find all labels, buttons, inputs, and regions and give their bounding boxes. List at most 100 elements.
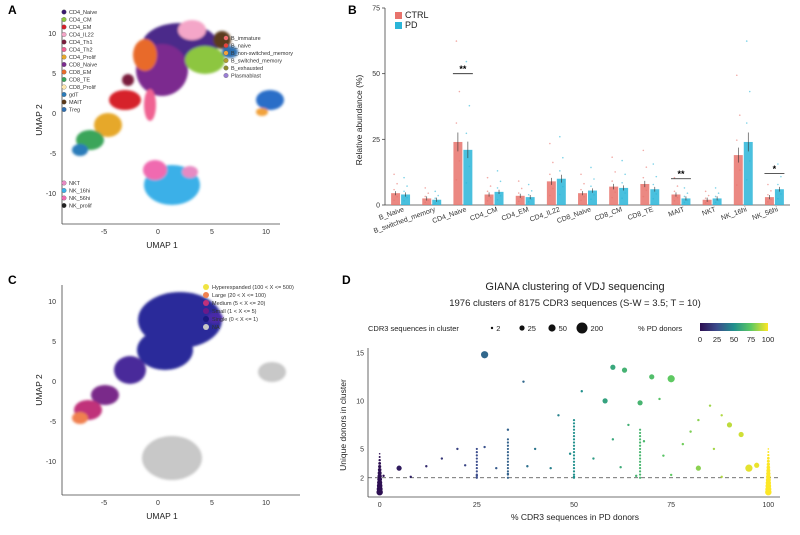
legend-a-t-label: CD4_IL22 xyxy=(69,33,94,39)
panel-b-bar-pd xyxy=(619,187,629,205)
panel-d-y-title: Unique donors in cluster xyxy=(338,379,348,471)
panel-b-sample-dot xyxy=(735,74,738,77)
panel-d-cluster-point xyxy=(463,464,467,467)
panel-b-category-label: CD4_EM xyxy=(501,206,530,222)
panel-d-column-point xyxy=(572,457,576,460)
panel-b-sample-dot xyxy=(652,197,655,200)
panel-b-bar-ctrl xyxy=(578,193,587,205)
panel-b-sample-dot xyxy=(704,202,707,204)
panel-d-size-legend-title: CDR3 sequences in cluster xyxy=(368,324,459,333)
panel-b-sample-dot xyxy=(686,199,689,202)
panel-b-sample-dot xyxy=(562,156,564,159)
panel-d-column-point xyxy=(475,451,478,454)
panel-b-sample-dot xyxy=(527,183,530,186)
panel-d-cluster-point xyxy=(619,466,622,469)
panel-d-cluster-point xyxy=(745,464,753,472)
panel-b-sample-dot xyxy=(427,192,430,194)
panel-b-sample-dot xyxy=(676,185,679,187)
legend-a-t-item: CD4_IL22 xyxy=(61,32,94,39)
panel-c-legend-item: Small (1 < X <= 5) xyxy=(203,308,257,315)
panel-b-sample-dot xyxy=(704,197,707,199)
panel-d-column-point xyxy=(378,458,381,462)
panel-d-column-point xyxy=(572,425,576,428)
panel-d-column-point xyxy=(638,435,642,438)
panel-d-column-point xyxy=(475,470,478,473)
panel-b-sample-dot xyxy=(717,192,720,194)
legend-a-b-item: B_switched_memory xyxy=(223,58,282,65)
panel-b-bar-ctrl xyxy=(764,197,774,205)
panel-d-ytick: 15 xyxy=(356,350,364,357)
panel-d-column-point xyxy=(572,460,576,463)
panel-d-column-point xyxy=(475,463,478,467)
panel-b-sample-dot xyxy=(621,159,623,162)
panel-c-xtick: 5 xyxy=(210,500,214,507)
legend-a-t-item: CD8_TE xyxy=(61,77,90,84)
panel-d-column-point xyxy=(475,467,478,470)
legend-a-nk-item: NK_56hi xyxy=(61,195,90,202)
panel-b-sample-dot xyxy=(590,198,592,201)
panel-d-column-point xyxy=(766,468,771,473)
panel-b-sample-dot xyxy=(527,193,530,196)
panel-b-sample-dot xyxy=(707,194,710,197)
panel-c-legend: Hyperexpanded (100 < X <= 500) Large (20 … xyxy=(203,284,294,331)
panel-b-sample-dot xyxy=(396,182,398,185)
panel-b-sample-dot xyxy=(590,185,592,188)
panel-b-bar-pd xyxy=(525,197,535,205)
panel-d-size-legend-item: 25 xyxy=(519,324,536,333)
panel-c-legend-label: NA xyxy=(212,325,220,331)
panel-b-letter: B xyxy=(348,3,357,17)
legend-a-t-item: CD4_CM xyxy=(61,17,92,24)
panel-b-sample-dot xyxy=(468,104,471,107)
clone-medium-region xyxy=(91,385,119,405)
panel-d-column-point xyxy=(572,451,576,454)
legend-a-t-swatch xyxy=(61,32,67,37)
panel-b-sample-dot xyxy=(424,201,427,204)
panel-d-cluster-point xyxy=(720,414,723,417)
panel-d-size-legend-dot xyxy=(548,324,556,332)
panel-b-category-label: NK_56hi xyxy=(751,206,779,222)
panel-d-column-point xyxy=(767,448,770,450)
panel-b-sample-dot xyxy=(745,178,748,181)
panel-c-legend-swatch xyxy=(203,316,209,322)
panel-b-sample-dot xyxy=(393,173,395,176)
legend-a-b-item: B_immature xyxy=(223,35,261,42)
panel-d-cluster-point xyxy=(689,430,692,433)
panel-d-column-point xyxy=(638,467,642,470)
panel-b-bar-ctrl xyxy=(702,199,712,205)
panel-d-cluster-point xyxy=(621,367,628,373)
panel-c-xtick: -5 xyxy=(101,500,107,507)
panel-b-significance-label: * xyxy=(773,164,777,174)
panel-b-sample-dot xyxy=(652,163,655,165)
panel-d-column-point xyxy=(766,465,771,470)
panel-b-sample-dot xyxy=(580,173,582,176)
panel-d-ytick: 5 xyxy=(360,446,364,453)
panel-d-cluster-point xyxy=(602,398,608,404)
legend-a-t-swatch xyxy=(61,17,67,22)
panel-d-cluster-point xyxy=(506,472,510,476)
legend-a-t-swatch xyxy=(61,62,67,67)
panel-b-sample-dot xyxy=(767,193,769,196)
panel-d-cluster-point xyxy=(669,473,673,477)
panel-b-sample-dot xyxy=(673,199,676,202)
panel-b-sample-dot xyxy=(455,178,458,181)
panel-b-sample-dot xyxy=(583,182,585,185)
panel-d-cluster-point xyxy=(667,375,675,383)
panel-b-legend-item: CTRL xyxy=(395,10,429,20)
panel-b-sample-dot xyxy=(683,201,686,204)
legend-a-t-label: CD4_EM xyxy=(69,25,92,31)
legend-a-nk-swatch xyxy=(61,195,67,201)
legend-a-t-item: CD4_Prolif xyxy=(61,54,96,61)
panel-d-column-point xyxy=(378,461,382,465)
panel-b-sample-dot xyxy=(520,197,523,200)
panel-d-column-point xyxy=(572,473,576,476)
panel-b-sample-dot xyxy=(549,173,551,176)
panel-b-sample-dot xyxy=(645,166,648,168)
panel-d-cluster-point xyxy=(637,400,643,406)
panel-d-cluster-point xyxy=(708,404,712,407)
cluster-nk-56hi xyxy=(143,160,167,180)
panel-b-sample-dot xyxy=(683,187,686,189)
panel-b-ytick: 75 xyxy=(372,6,380,13)
cluster-cd8-em xyxy=(133,39,157,71)
panel-d-size-legend-label: 25 xyxy=(528,324,536,333)
